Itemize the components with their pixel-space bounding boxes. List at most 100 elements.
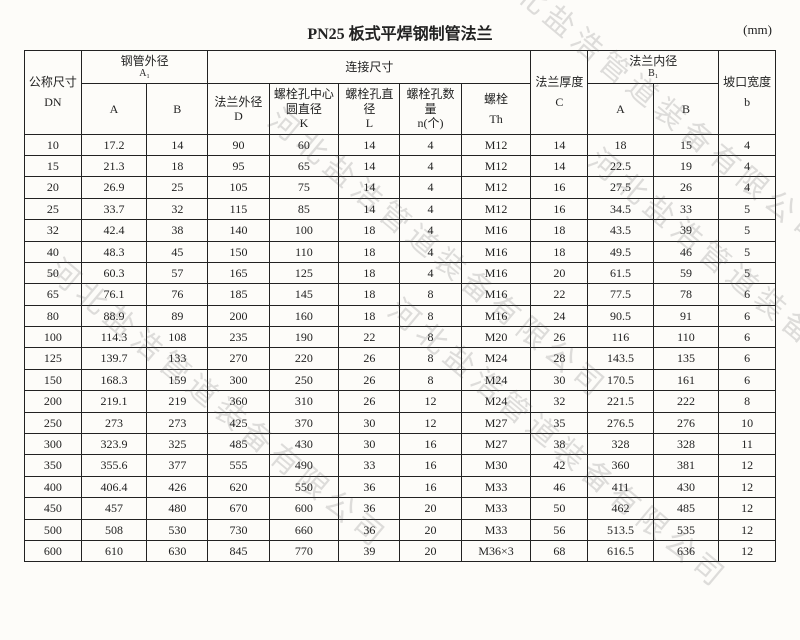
th-bevel-top: 坡口宽度 xyxy=(721,75,773,89)
th-ia: A xyxy=(588,84,653,134)
cell-k: 85 xyxy=(269,198,339,219)
cell-d: 730 xyxy=(208,519,269,540)
table-row: 400406.44266205503616M334641143012 xyxy=(25,476,776,497)
table-row: 300323.93254854303016M273832832811 xyxy=(25,434,776,455)
th-th-sym: Th xyxy=(464,112,529,126)
th-dn-sym: DN xyxy=(27,95,79,109)
cell-c: 20 xyxy=(531,262,588,283)
cell-dn: 15 xyxy=(25,155,82,176)
cell-c: 30 xyxy=(531,369,588,390)
table-row: 2502732734253703012M2735276.527610 xyxy=(25,412,776,433)
cell-d: 165 xyxy=(208,262,269,283)
cell-c: 24 xyxy=(531,305,588,326)
cell-ia: 90.5 xyxy=(588,305,653,326)
cell-k: 190 xyxy=(269,327,339,348)
th-bevel: 坡口宽度 b xyxy=(719,51,776,135)
cell-k: 125 xyxy=(269,262,339,283)
cell-n: 4 xyxy=(400,198,461,219)
cell-dn: 400 xyxy=(25,476,82,497)
cell-a: 508 xyxy=(81,519,146,540)
cell-k: 430 xyxy=(269,434,339,455)
cell-ib: 15 xyxy=(653,134,718,155)
cell-th: M16 xyxy=(461,284,531,305)
table-row: 8088.989200160188M162490.5916 xyxy=(25,305,776,326)
cell-l: 14 xyxy=(339,155,400,176)
cell-b: 108 xyxy=(147,327,208,348)
table-body: 1017.2149060144M1214181541521.3189565144… xyxy=(25,134,776,562)
title-row: PN25 板式平焊钢制管法兰 (mm) xyxy=(24,20,776,44)
th-dn: 公称尺寸 DN xyxy=(25,51,82,135)
cell-dn: 100 xyxy=(25,327,82,348)
cell-l: 26 xyxy=(339,391,400,412)
th-k-top: 螺栓孔中心圆直径 xyxy=(272,87,337,116)
cell-n: 4 xyxy=(400,220,461,241)
cell-k: 110 xyxy=(269,241,339,262)
th-k: 螺栓孔中心圆直径 K xyxy=(269,84,339,134)
cell-b: 38 xyxy=(147,220,208,241)
cell-n: 20 xyxy=(400,498,461,519)
table-row: 5005085307306603620M3356513.553512 xyxy=(25,519,776,540)
cell-bev: 12 xyxy=(719,476,776,497)
table-row: 1017.2149060144M121418154 xyxy=(25,134,776,155)
cell-a: 88.9 xyxy=(81,305,146,326)
cell-ia: 22.5 xyxy=(588,155,653,176)
cell-bev: 6 xyxy=(719,369,776,390)
cell-a: 610 xyxy=(81,540,146,561)
cell-d: 185 xyxy=(208,284,269,305)
cell-ia: 513.5 xyxy=(588,519,653,540)
table-row: 2026.92510575144M121627.5264 xyxy=(25,177,776,198)
cell-c: 18 xyxy=(531,241,588,262)
table-row: 100114.3108235190228M20261161106 xyxy=(25,327,776,348)
cell-ia: 18 xyxy=(588,134,653,155)
cell-l: 26 xyxy=(339,348,400,369)
cell-d: 360 xyxy=(208,391,269,412)
cell-th: M12 xyxy=(461,155,531,176)
cell-ib: 46 xyxy=(653,241,718,262)
th-ib: B xyxy=(653,84,718,134)
cell-ib: 19 xyxy=(653,155,718,176)
cell-c: 50 xyxy=(531,498,588,519)
cell-n: 4 xyxy=(400,134,461,155)
th-flange-id: 法兰内径 B₁ xyxy=(588,51,719,84)
cell-n: 4 xyxy=(400,155,461,176)
cell-dn: 40 xyxy=(25,241,82,262)
cell-bev: 4 xyxy=(719,134,776,155)
cell-l: 18 xyxy=(339,305,400,326)
cell-b: 25 xyxy=(147,177,208,198)
table-header: 公称尺寸 DN 钢管外径 A₁ 连接尺寸 法兰厚度 C 法兰内径 B₁ xyxy=(25,51,776,135)
cell-l: 30 xyxy=(339,412,400,433)
cell-a: 168.3 xyxy=(81,369,146,390)
cell-ia: 276.5 xyxy=(588,412,653,433)
cell-a: 76.1 xyxy=(81,284,146,305)
cell-ia: 462 xyxy=(588,498,653,519)
cell-k: 250 xyxy=(269,369,339,390)
cell-b: 89 xyxy=(147,305,208,326)
cell-c: 18 xyxy=(531,220,588,241)
cell-d: 620 xyxy=(208,476,269,497)
cell-dn: 25 xyxy=(25,198,82,219)
cell-ia: 116 xyxy=(588,327,653,348)
cell-ib: 39 xyxy=(653,220,718,241)
cell-bev: 12 xyxy=(719,498,776,519)
th-bevel-sym: b xyxy=(721,95,773,109)
cell-dn: 65 xyxy=(25,284,82,305)
cell-l: 36 xyxy=(339,519,400,540)
cell-bev: 10 xyxy=(719,412,776,433)
th-conn: 连接尺寸 xyxy=(208,51,531,84)
th-d: 法兰外径 D xyxy=(208,84,269,134)
cell-n: 8 xyxy=(400,369,461,390)
cell-b: 530 xyxy=(147,519,208,540)
cell-b: 18 xyxy=(147,155,208,176)
cell-a: 457 xyxy=(81,498,146,519)
cell-dn: 125 xyxy=(25,348,82,369)
cell-ib: 430 xyxy=(653,476,718,497)
cell-ib: 59 xyxy=(653,262,718,283)
cell-k: 145 xyxy=(269,284,339,305)
cell-a: 406.4 xyxy=(81,476,146,497)
cell-l: 14 xyxy=(339,198,400,219)
cell-ia: 143.5 xyxy=(588,348,653,369)
cell-bev: 6 xyxy=(719,348,776,369)
th-thk: 法兰厚度 C xyxy=(531,51,588,135)
cell-k: 100 xyxy=(269,220,339,241)
cell-n: 20 xyxy=(400,519,461,540)
